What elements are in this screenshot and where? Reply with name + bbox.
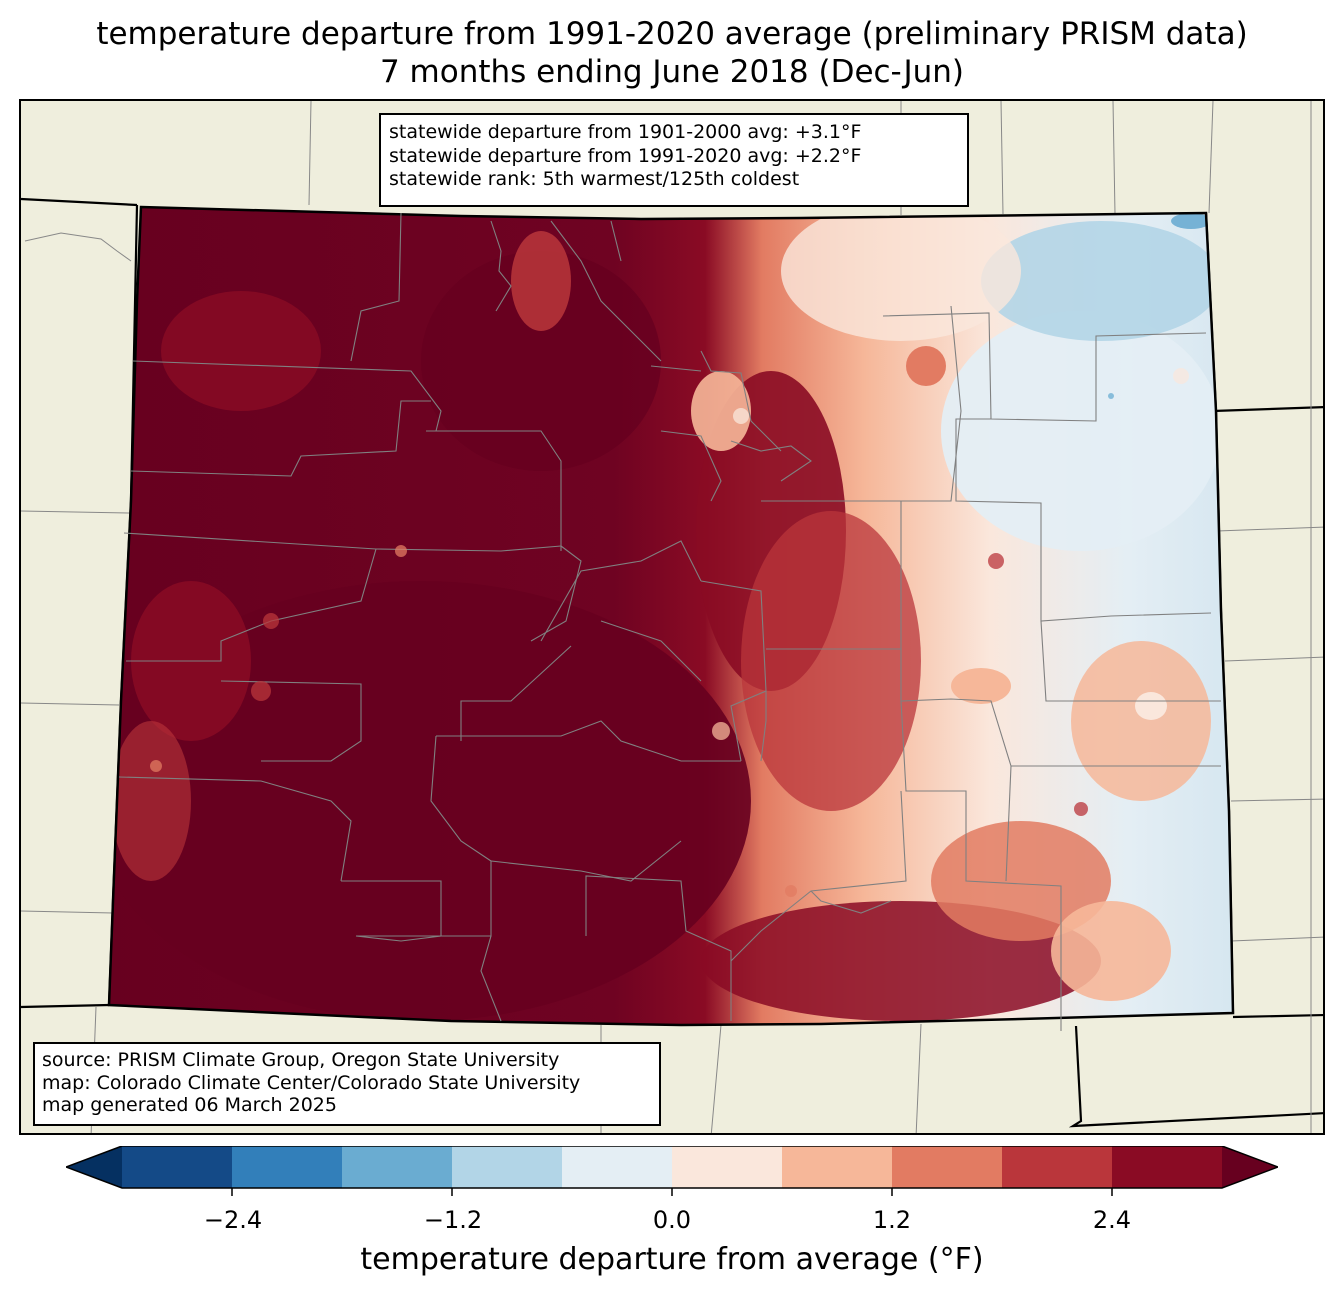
colorado-border [107, 205, 1235, 1027]
source-line-generated: map generated 06 March 2025 [42, 1094, 337, 1116]
statewide-stats-box: statewide departure from 1901-2000 avg: … [379, 113, 969, 207]
colorbar [66, 1146, 1278, 1196]
colorbar-segment [452, 1146, 563, 1188]
colorbar-tick-label: −2.4 [203, 1206, 263, 1234]
colorbar-segment [1002, 1146, 1113, 1188]
colorbar-tick-label: −1.2 [423, 1206, 483, 1234]
map-title-line1: temperature departure from 1991-2020 ave… [96, 16, 1248, 52]
stats-line-rank: statewide rank: 5th warmest/125th coldes… [389, 168, 800, 190]
source-line-map: map: Colorado Climate Center/Colorado St… [42, 1071, 581, 1094]
stats-line-1991-2020: statewide departure from 1991-2020 avg: … [389, 144, 862, 167]
anomaly-field [109, 207, 1233, 1025]
source-box: source: PRISM Climate Group, Oregon Stat… [33, 1042, 661, 1126]
colorbar-segment [232, 1146, 343, 1188]
colorbar-outline [66, 1146, 1278, 1189]
colorbar-segment [672, 1146, 783, 1188]
colorbar-segment [342, 1146, 453, 1188]
map-panel: statewide departure from 1901-2000 avg: … [19, 99, 1325, 1135]
map-title-line2: 7 months ending June 2018 (Dec-Jun) [379, 54, 965, 90]
colorbar-label: temperature departure from average (°F) [360, 1242, 984, 1277]
colorbar-segment [782, 1146, 893, 1188]
stats-line-1901-2000: statewide departure from 1901-2000 avg: … [389, 121, 862, 143]
colorbar-tick-label: 0.0 [652, 1206, 692, 1234]
anomaly-speckles [150, 368, 1189, 897]
colorbar-tick-label: 2.4 [1092, 1206, 1132, 1234]
colorbar-segment [122, 1146, 233, 1188]
colorbar-tick-label: 1.2 [872, 1206, 912, 1234]
colorbar-extend-high [1222, 1146, 1278, 1188]
colorbar-extend-low [66, 1146, 122, 1188]
colorbar-segment [1112, 1146, 1223, 1188]
colorbar-segment [892, 1146, 1003, 1188]
source-line-prism: source: PRISM Climate Group, Oregon Stat… [42, 1049, 560, 1071]
colorado-map [21, 101, 1323, 1133]
colorbar-segment [562, 1146, 673, 1188]
county-lines [118, 212, 1221, 1031]
